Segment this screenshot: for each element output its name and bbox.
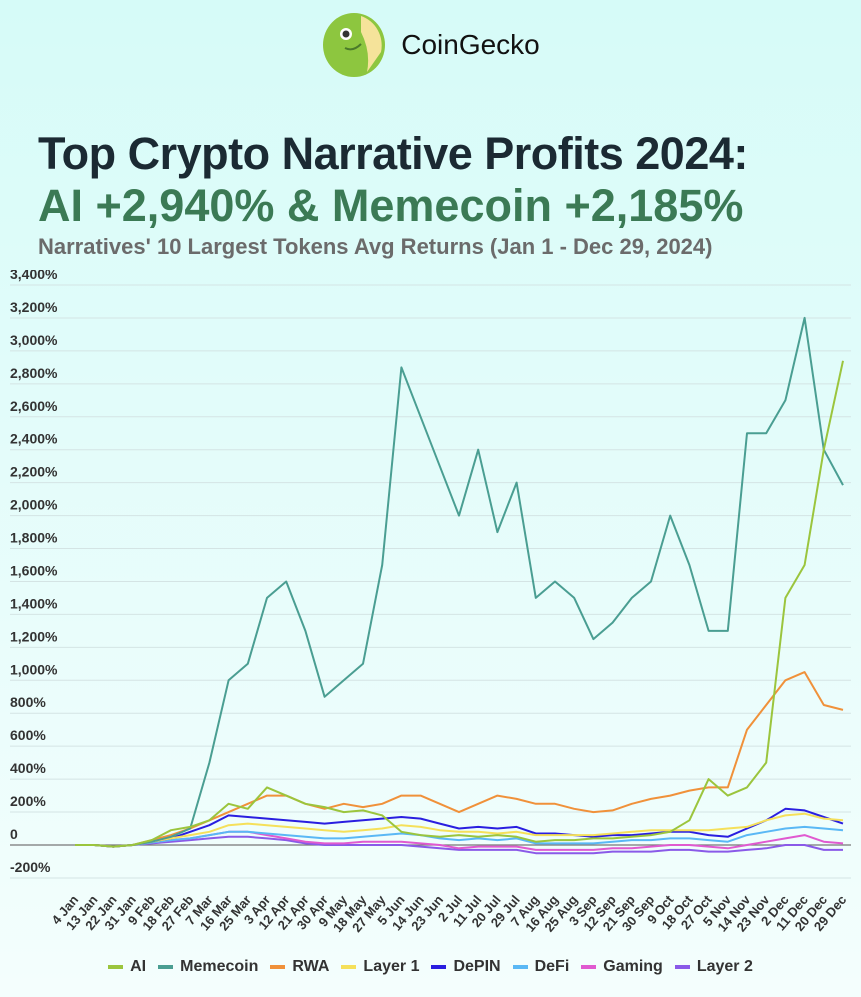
legend-label: Gaming	[603, 958, 663, 975]
legend-item: AI	[108, 958, 146, 976]
y-tick-label: 1,000%	[10, 661, 58, 677]
y-tick-label: 600%	[10, 727, 46, 743]
legend-swatch	[431, 965, 447, 969]
chart-subtitle: Narratives' 10 Largest Tokens Avg Return…	[38, 234, 713, 259]
legend-swatch	[270, 965, 286, 969]
legend-label: Layer 1	[363, 958, 420, 975]
series-line-layer-1	[75, 812, 844, 848]
series-line-rwa	[75, 671, 844, 848]
legend-item: Gaming	[581, 958, 663, 976]
legend-swatch	[108, 965, 124, 969]
legend-label: Layer 2	[696, 958, 753, 975]
series-line-depin	[75, 807, 844, 848]
y-tick-label: 1,800%	[10, 530, 58, 546]
y-tick-label: 2,800%	[10, 365, 58, 381]
legend-label: AI	[130, 958, 147, 975]
chart-legend: AI Memecoin RWA Layer 1 DePIN DeFi Gaming Layer…	[0, 958, 861, 976]
y-tick-label: -200%	[10, 859, 51, 875]
legend-item: DePIN	[431, 958, 501, 976]
series-line-layer-2	[75, 835, 843, 855]
y-tick-label: 2,200%	[10, 464, 58, 480]
legend-item: RWA	[270, 958, 329, 976]
legend-swatch	[512, 965, 528, 969]
y-tick-label: 400%	[10, 760, 46, 776]
y-tick-label: 2,400%	[10, 431, 58, 447]
legend-item: DeFi	[512, 958, 570, 976]
legend-swatch	[341, 965, 357, 969]
y-tick-label: 200%	[10, 793, 46, 809]
series-line-ai	[75, 360, 844, 848]
title-line-2: AI +2,940% & Memecoin +2,185%	[38, 180, 744, 231]
y-tick-label: 3,000%	[10, 332, 58, 348]
y-tick-label: 0	[10, 826, 18, 842]
legend-label: DePIN	[453, 958, 501, 975]
brand-header: CoinGecko	[0, 12, 861, 78]
brand-name: CoinGecko	[401, 29, 540, 60]
y-tick-label: 1,600%	[10, 562, 58, 578]
y-tick-label: 2,000%	[10, 497, 58, 513]
legend-swatch	[581, 965, 597, 969]
title-line-1: Top Crypto Narrative Profits 2024:	[38, 128, 748, 179]
legend-label: Memecoin	[180, 958, 259, 975]
y-tick-label: 1,200%	[10, 628, 58, 644]
y-tick-label: 800%	[10, 694, 46, 710]
legend-item: Memecoin	[158, 958, 258, 976]
y-tick-label: 2,600%	[10, 398, 58, 414]
legend-label: DeFi	[534, 958, 570, 975]
line-chart: -200% 0 200% 400% 600% 800% 1,000% 1,200% 1,400%…	[10, 270, 851, 935]
coingecko-logo-icon	[323, 13, 386, 77]
series-line-memecoin	[75, 316, 844, 848]
legend-swatch	[674, 965, 690, 969]
legend-item: Layer 2	[674, 958, 753, 976]
legend-swatch	[158, 965, 174, 969]
legend-item: Layer 1	[341, 958, 419, 976]
legend-label: RWA	[292, 958, 330, 975]
series-line-defi	[75, 825, 844, 848]
y-tick-label: 3,200%	[10, 299, 58, 315]
y-tick-label: 1,400%	[10, 595, 58, 611]
y-tick-label: 3,400%	[10, 270, 58, 282]
